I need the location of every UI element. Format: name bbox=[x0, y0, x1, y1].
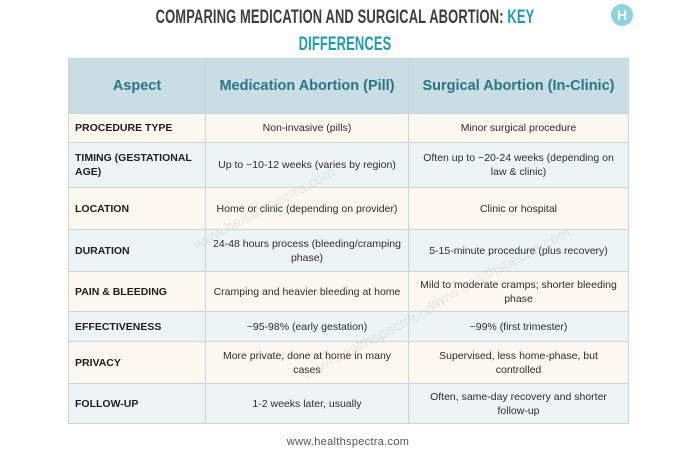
value-cell: Often up to ~20-24 weeks (depending on l… bbox=[408, 142, 629, 188]
table-row: FOLLOW-UP 1-2 weeks later, usually Often, … bbox=[68, 383, 629, 424]
value-cell: Supervised, less home-phase, but control… bbox=[408, 341, 629, 384]
column-header: Surgical Abortion (In-Clinic) bbox=[408, 58, 629, 114]
table-row: PAIN & BLEEDING Cramping and heavier blee… bbox=[68, 271, 629, 312]
title: COMPARING MEDICATION AND SURGICAL ABORTI… bbox=[127, 4, 562, 58]
value-cell: Non-invasive (pills) bbox=[205, 113, 409, 143]
title-main: COMPARING MEDICATION AND SURGICAL ABORTI… bbox=[155, 7, 504, 28]
value-cell: Up to ~10-12 weeks (varies by region) bbox=[205, 142, 409, 188]
value-cell: Cramping and heavier bleeding at home bbox=[205, 271, 409, 312]
value-cell: Minor surgical procedure bbox=[408, 113, 629, 143]
aspect-cell: PROCEDURE TYPE bbox=[68, 113, 206, 143]
footer: www.healthspectra.com bbox=[286, 436, 410, 448]
comparison-table: Aspect Medication Abortion (Pill) Surgical… bbox=[68, 58, 629, 424]
aspect-cell: EFFECTIVENESS bbox=[68, 311, 206, 342]
value-cell: Often, same-day recovery and shorter fol… bbox=[408, 383, 629, 424]
value-cell: ~95-98% (early gestation) bbox=[205, 311, 409, 342]
column-header: Aspect bbox=[68, 58, 206, 114]
value-cell: Home or clinic (depending on provider) bbox=[205, 187, 409, 230]
aspect-cell: PAIN & BLEEDING bbox=[68, 271, 206, 312]
table-row: TIMING (GESTATIONAL AGE) Up to ~10-12 wee… bbox=[68, 142, 629, 188]
table-row: DURATION 24-48 hours process (bleeding/cr… bbox=[68, 229, 629, 272]
logo: H bbox=[611, 4, 633, 26]
value-cell: 5-15-minute procedure (plus recovery) bbox=[408, 229, 629, 272]
table-row: EFFECTIVENESS ~95-98% (early gestation) ~9… bbox=[68, 311, 629, 342]
value-cell: Clinic or hospital bbox=[408, 187, 629, 230]
aspect-cell: DURATION bbox=[68, 229, 206, 272]
value-cell: 24-48 hours process (bleeding/cramping p… bbox=[205, 229, 409, 272]
column-header: Medication Abortion (Pill) bbox=[205, 58, 409, 114]
aspect-cell: TIMING (GESTATIONAL AGE) bbox=[68, 142, 206, 188]
table-row: LOCATION Home or clinic (depending on pro… bbox=[68, 187, 629, 230]
aspect-cell: FOLLOW-UP bbox=[68, 383, 206, 424]
value-cell: ~99% (first trimester) bbox=[408, 311, 629, 342]
header-row: Aspect Medication Abortion (Pill) Surgical… bbox=[68, 58, 629, 114]
aspect-cell: LOCATION bbox=[68, 187, 206, 230]
value-cell: Mild to moderate cramps; shorter bleedin… bbox=[408, 271, 629, 312]
aspect-cell: PRIVACY bbox=[68, 341, 206, 384]
title-highlight: KEY DIFFERENCES bbox=[298, 7, 535, 55]
value-cell: More private, done at home in many cases bbox=[205, 341, 409, 384]
table-row: PRIVACY More private, done at home in man… bbox=[68, 341, 629, 384]
table-row: PROCEDURE TYPE Non-invasive (pills) Minor … bbox=[68, 113, 629, 143]
value-cell: 1-2 weeks later, usually bbox=[205, 383, 409, 424]
